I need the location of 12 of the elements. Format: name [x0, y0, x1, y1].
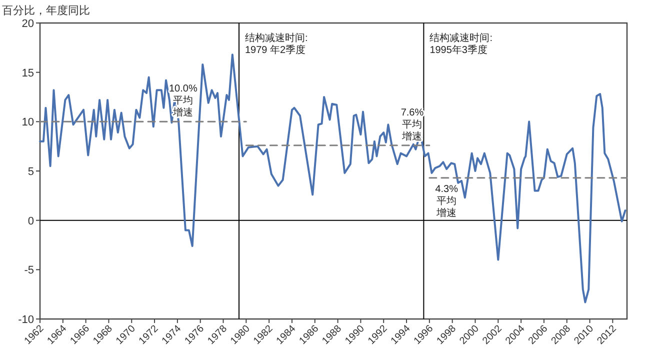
ref-line-label: 结构减速时间: 1979 年2季度	[245, 32, 308, 56]
y-tick-label: 5	[28, 166, 34, 178]
y-tick-label: 15	[22, 67, 34, 80]
y-tick-label: -5	[24, 264, 34, 277]
y-tick-label: 10	[22, 116, 34, 129]
ref-line-label: 结构减速时间: 1995年3季度	[430, 32, 492, 56]
y-tick-label: 20	[22, 18, 34, 30]
annotation: 4.3% 平均增速	[435, 184, 458, 219]
line-series	[39, 54, 626, 304]
y-axis-title: 百分比，年度同比	[2, 4, 90, 17]
y-tick-label: 0	[28, 215, 34, 228]
y-tick-label: -10	[18, 314, 34, 326]
